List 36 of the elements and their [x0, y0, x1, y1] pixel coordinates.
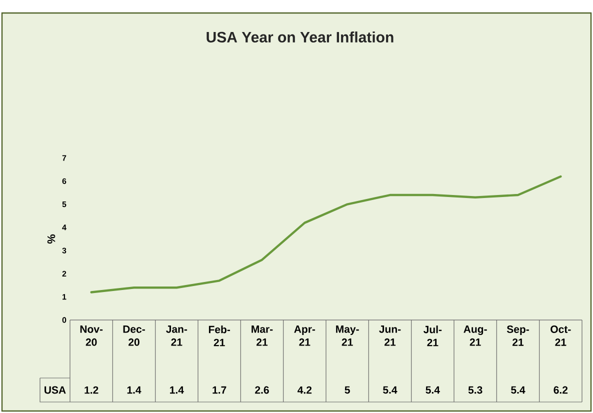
data-label: 5.4: [511, 386, 526, 394]
data-label: 1.4: [170, 386, 184, 394]
data-label: 5.3: [468, 386, 482, 394]
y-tick-label: 7: [62, 155, 66, 161]
data-label: 1.2: [84, 386, 98, 394]
data-label: 4.2: [298, 386, 312, 394]
data-label: 2.6: [255, 386, 269, 394]
y-tick-label: 2: [62, 270, 66, 277]
x-tick-label: Feb-21: [208, 326, 230, 346]
data-label: 1.7: [212, 386, 226, 394]
x-tick-label: Jan-21: [166, 326, 188, 346]
x-tick-label: Oct-21: [550, 326, 571, 346]
x-tick-label: Apr-21: [294, 326, 316, 346]
chart-title: USA Year on Year Inflation: [206, 31, 394, 42]
data-label: 5: [344, 386, 350, 394]
x-tick-label: Jul-21: [423, 326, 442, 346]
data-label: 5.4: [426, 386, 440, 394]
x-tick-label: Dec-20: [123, 326, 145, 346]
data-label: 1.4: [127, 386, 142, 394]
y-axis-title: %: [47, 234, 56, 244]
y-tick-label: 0: [62, 317, 66, 323]
line-series: [90, 175, 562, 294]
x-tick-label: Sep-21: [506, 326, 529, 346]
x-tick-label: Jun-21: [379, 326, 401, 346]
x-tick-label: May-21: [336, 326, 359, 346]
text: USA: [44, 386, 66, 394]
x-tick-label: Mar-21: [252, 326, 273, 346]
y-tick-label: 1: [62, 294, 66, 300]
x-tick-label: Aug-21: [464, 326, 487, 346]
y-tick-label: 5: [62, 202, 66, 208]
data-label: 6.2: [554, 386, 568, 394]
y-tick-label: 3: [62, 248, 66, 254]
data-label: 5.4: [383, 386, 398, 394]
y-tick-label: 6: [62, 178, 66, 184]
y-tick-label: 4: [62, 224, 66, 230]
x-tick-label: Nov-20: [80, 326, 103, 346]
